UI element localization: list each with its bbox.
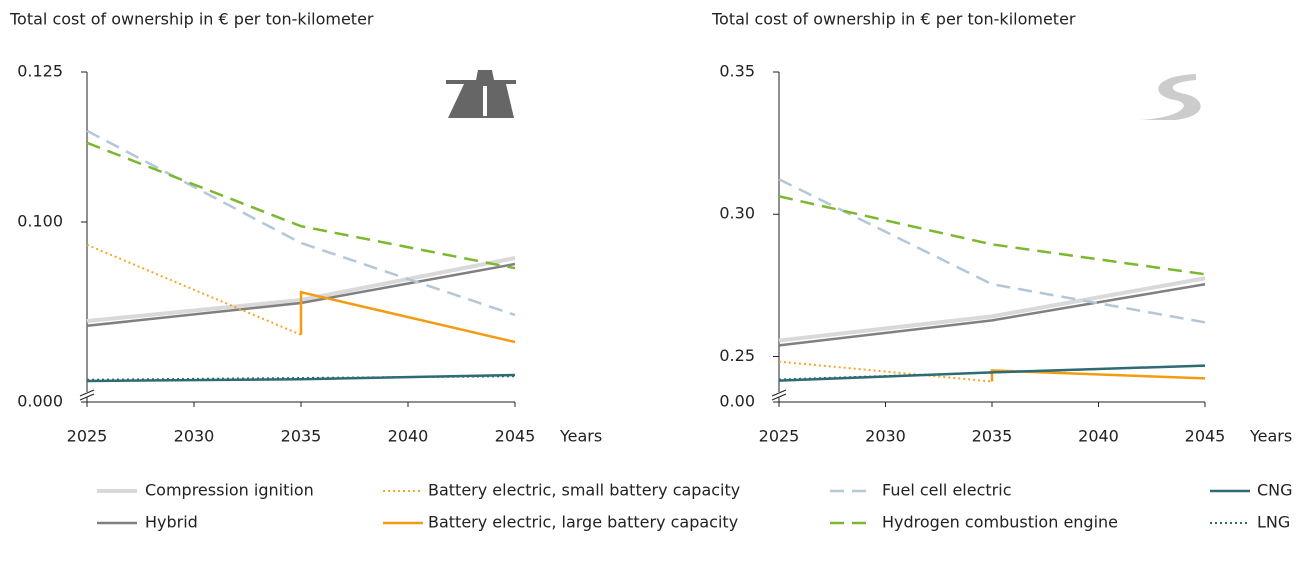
x-tick-label: 2025 [67,427,108,446]
series-line [86,141,516,270]
y-tick-label: 0.35 [719,62,755,81]
y-tick-label: 0.30 [719,204,755,223]
series-line [778,276,1206,343]
x-tick-label: 2035 [281,427,322,446]
legend-label: Hybrid [145,513,198,532]
axis-break [79,389,95,397]
y-tick-label: 0.000 [17,392,63,411]
axis-break [771,389,787,397]
series-line [778,282,1206,347]
series-line [86,375,516,381]
legend-label: Battery electric, small battery capacity [428,481,740,500]
series-line [778,364,1206,381]
x-tick-label: 2030 [174,427,215,446]
x-tick-label: 2030 [865,427,906,446]
axis-break-gap [771,392,787,397]
x-tick-label: 2035 [972,427,1013,446]
road-icon [1140,74,1201,120]
x-axis-label: Years [559,427,602,446]
legend-label: LNG [1257,513,1290,532]
series-line [778,178,1206,324]
series-line [299,290,516,344]
x-tick-label: 2040 [1078,427,1119,446]
x-tick-label: 2025 [759,427,800,446]
highway-icon [446,70,516,118]
series-line [778,195,1206,276]
chart-title: Total cost of ownership in € per ton-kil… [711,10,1076,29]
x-axis-label: Years [1249,427,1292,446]
legend-label: Compression ignition [145,481,314,500]
x-tick-label: 2045 [1185,427,1226,446]
legend-label: Fuel cell electric [882,481,1011,500]
legend-label: CNG [1257,481,1293,500]
series-line [86,129,516,317]
legend-label: Hydrogen combustion engine [882,513,1118,532]
x-tick-label: 2040 [388,427,429,446]
y-tick-label: 0.00 [719,392,755,411]
series-line [778,360,993,383]
axis-break [79,393,95,401]
y-tick-label: 0.125 [17,62,63,81]
x-tick-label: 2045 [495,427,536,446]
legend-label: Battery electric, large battery capacity [428,513,738,532]
axis-break-gap [79,392,95,397]
y-tick-label: 0.100 [17,212,63,231]
series-line [86,373,516,383]
series-line [86,243,302,336]
y-tick-label: 0.25 [719,346,755,365]
axis-break [771,393,787,401]
series-line [990,369,1206,382]
chart-title: Total cost of ownership in € per ton-kil… [9,10,374,29]
